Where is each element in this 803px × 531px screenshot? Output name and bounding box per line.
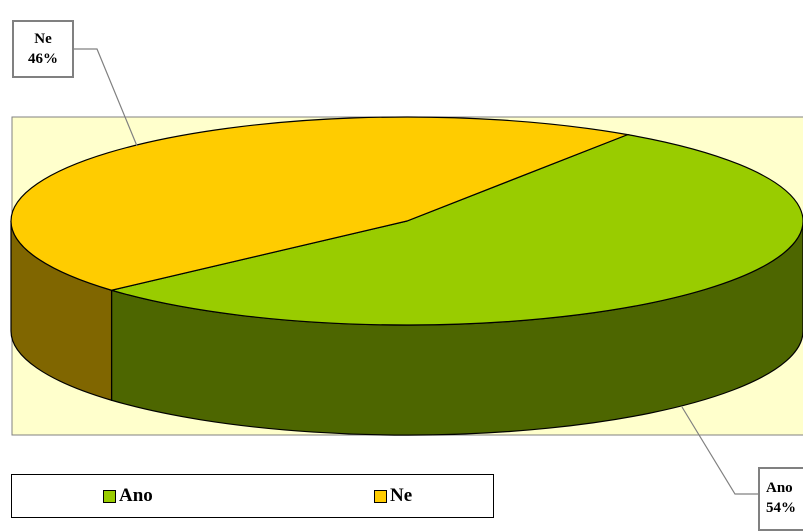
data-label-ne-name: Ne	[34, 31, 52, 47]
legend-swatch-ne	[374, 489, 387, 503]
data-label-ne-value: 46%	[28, 51, 58, 67]
legend-item-ano: Ano	[103, 485, 153, 507]
legend: Ano Ne	[11, 474, 494, 518]
legend-label-ano: Ano	[119, 485, 153, 506]
legend-swatch-ano	[103, 489, 116, 503]
legend-label-ne: Ne	[390, 485, 413, 506]
data-label-ano-name: Ano	[766, 480, 793, 496]
leader-line-ne	[74, 48, 138, 147]
data-label-ano: Ano 54%	[758, 467, 803, 531]
legend-item-ne: Ne	[374, 485, 412, 507]
leader-line-ano	[681, 406, 758, 495]
pie-slice-ne	[10, 116, 630, 291]
data-label-ano-value: 54%	[766, 500, 796, 516]
pie-slice-ano	[109, 134, 803, 326]
data-label-ne: Ne 46%	[12, 20, 74, 78]
